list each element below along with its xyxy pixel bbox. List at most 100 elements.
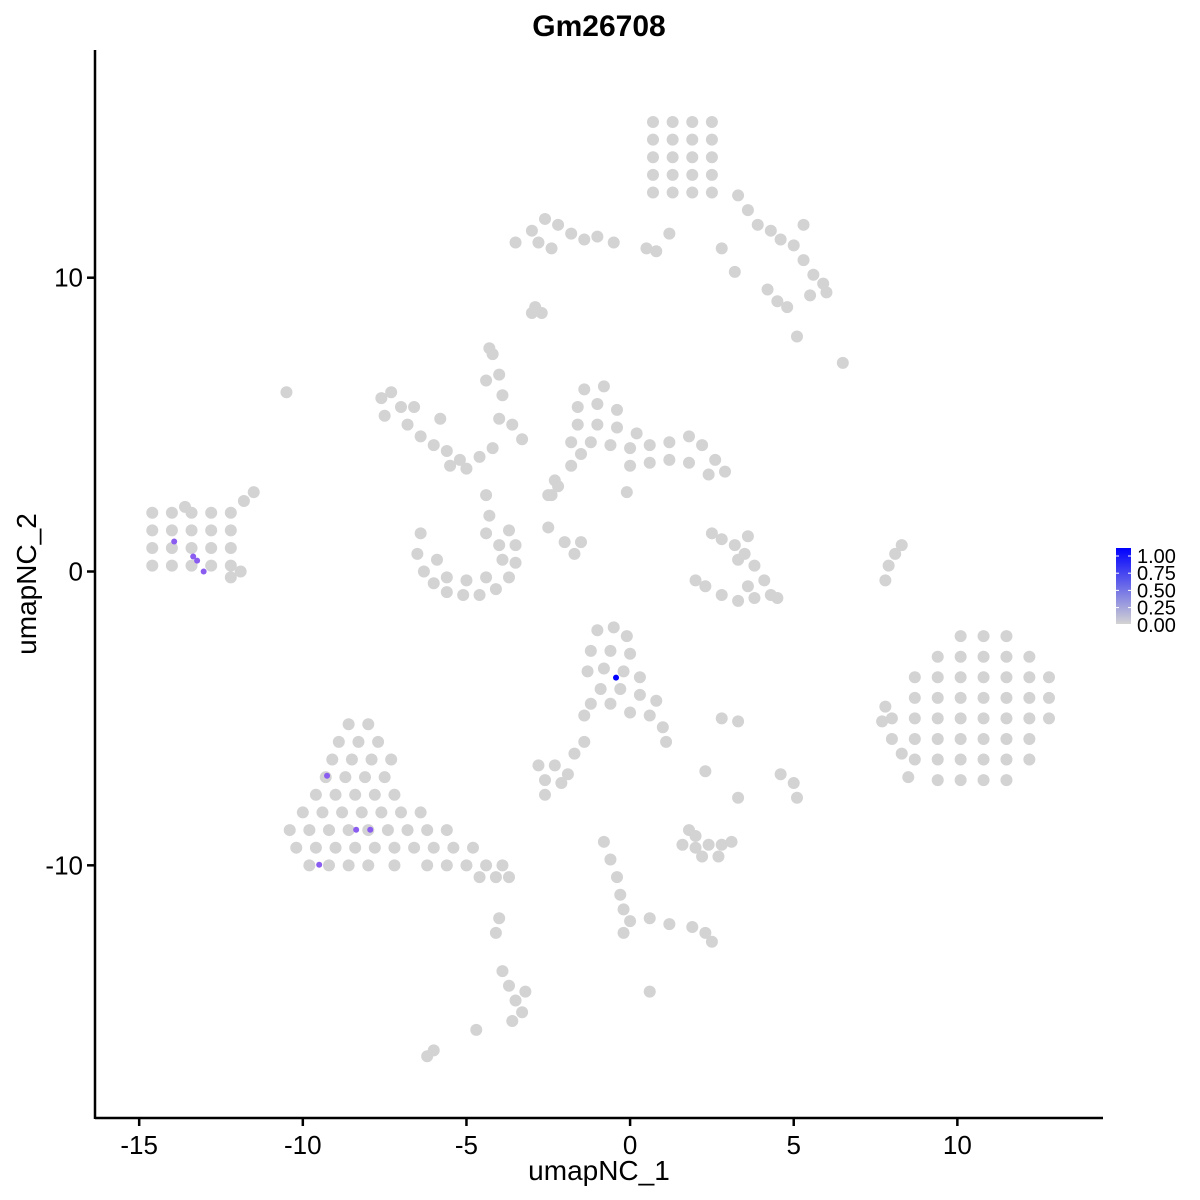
cell-point: [686, 133, 699, 146]
cell-point: [486, 442, 499, 455]
cell-point: [666, 168, 679, 181]
cell-point: [470, 1023, 483, 1036]
y-tick-label: 10: [54, 263, 83, 293]
cell-point: [647, 168, 659, 181]
cell-point: [705, 935, 718, 948]
cell-point: [624, 706, 637, 719]
cell-point: [647, 151, 659, 164]
cell-point: [447, 841, 460, 854]
cell-point: [205, 524, 218, 537]
cell-point: [889, 547, 902, 560]
y-ticks: -10 0 10: [45, 263, 95, 880]
cell-point: [224, 571, 237, 584]
cell-point: [683, 824, 695, 837]
cell-point: [715, 533, 728, 546]
cell-point: [378, 409, 391, 422]
cell-point: [349, 841, 362, 854]
points-layer: [146, 115, 1055, 1063]
cell-point: [519, 985, 532, 998]
cell-point: [666, 151, 679, 164]
cell-point: [797, 218, 810, 231]
cell-point: [584, 436, 597, 449]
cell-point: [611, 403, 623, 416]
cell-point: [977, 691, 990, 704]
cell-point: [509, 539, 522, 552]
cell-point: [696, 439, 709, 452]
cell-point: [535, 306, 548, 319]
cell-point: [732, 189, 745, 202]
cell-point: [977, 650, 990, 663]
cell-point: [604, 697, 617, 710]
cell-point: [326, 753, 339, 766]
cell-point: [732, 715, 745, 728]
cell-point: [503, 871, 515, 884]
cell-point: [977, 712, 990, 725]
cell-point: [643, 985, 656, 998]
cell-point: [545, 242, 558, 255]
legend-label: 0.25: [1137, 598, 1176, 620]
cell-point: [712, 850, 725, 863]
cell-point: [787, 239, 800, 252]
cell-point: [954, 712, 967, 725]
x-tick-label: 0: [623, 1130, 637, 1160]
cell-point: [362, 718, 375, 731]
cell-point: [309, 841, 322, 854]
cell-point: [378, 771, 391, 784]
cell-point: [633, 688, 646, 701]
cell-point: [597, 662, 610, 675]
cell-point: [561, 768, 574, 781]
cell-point: [931, 650, 944, 663]
cell-point: [771, 591, 784, 604]
cell-point: [620, 630, 633, 643]
cell-point: [1000, 774, 1013, 787]
expressed-cell-point: [194, 557, 201, 564]
cell-point: [1043, 712, 1055, 725]
cell-point: [473, 450, 486, 463]
cell-point: [879, 700, 892, 713]
cell-point: [578, 735, 591, 748]
cell-point: [908, 753, 921, 766]
cell-point: [316, 806, 329, 819]
cell-point: [496, 965, 509, 978]
cell-point: [509, 994, 522, 1007]
cell-point: [401, 418, 414, 431]
cell-point: [388, 841, 401, 854]
cell-point: [748, 591, 761, 604]
cell-point: [539, 774, 551, 787]
cell-point: [414, 806, 427, 819]
cell-point: [185, 559, 198, 572]
cell-point: [1023, 691, 1036, 704]
cell-point: [581, 665, 594, 678]
cell-point: [503, 524, 515, 537]
cell-point: [460, 859, 473, 872]
cell-point: [290, 841, 303, 854]
cell-point: [630, 427, 643, 440]
cell-point: [604, 439, 617, 452]
cell-point: [395, 806, 407, 819]
cell-point: [597, 380, 610, 393]
cell-point: [643, 439, 656, 452]
cell-point: [185, 524, 198, 537]
cell-point: [643, 912, 656, 925]
cell-point: [647, 115, 659, 128]
x-axis-title: umapNC_1: [528, 1155, 670, 1186]
cell-point: [542, 521, 555, 534]
cell-point: [640, 242, 653, 255]
cell-point: [647, 133, 659, 146]
cell-point: [205, 559, 218, 572]
cell-point: [761, 283, 774, 296]
cell-point: [902, 771, 915, 784]
cell-point: [395, 400, 407, 413]
cell-point: [453, 453, 466, 466]
cell-point: [617, 903, 630, 916]
cell-point: [954, 753, 967, 766]
cell-point: [185, 542, 198, 555]
cell-point: [591, 398, 604, 411]
cell-point: [908, 712, 921, 725]
cell-point: [774, 768, 787, 781]
cell-point: [388, 788, 401, 801]
cell-point: [705, 527, 718, 540]
cell-point: [954, 691, 967, 704]
cell-point: [647, 186, 659, 199]
